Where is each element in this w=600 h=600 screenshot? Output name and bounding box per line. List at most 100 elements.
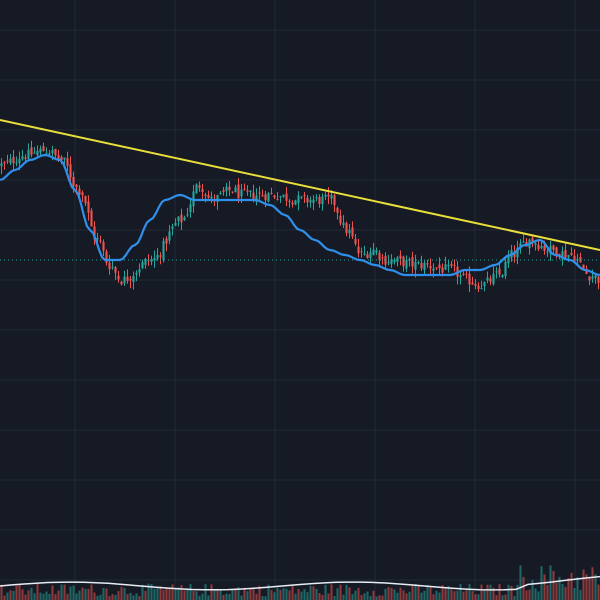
volume-bar xyxy=(132,595,135,600)
candle-body xyxy=(513,252,516,258)
volume-bar xyxy=(306,592,309,600)
volume-bar xyxy=(351,594,354,600)
candle-body xyxy=(294,200,297,205)
candle-body xyxy=(57,155,60,160)
candle-body xyxy=(312,199,315,203)
volume-bar xyxy=(72,585,75,600)
candle-body xyxy=(438,264,441,269)
candle-body xyxy=(12,156,15,164)
volume-bar xyxy=(558,576,561,600)
volume-bar xyxy=(507,584,510,600)
candle-body xyxy=(117,275,120,280)
candle-body xyxy=(177,216,180,222)
volume-bar xyxy=(588,577,591,600)
volume-bar xyxy=(441,585,444,600)
candle-body xyxy=(72,176,75,186)
volume-bar xyxy=(291,584,294,600)
candle-body xyxy=(405,259,408,269)
volume-bar xyxy=(312,586,315,600)
volume-bar xyxy=(372,590,375,600)
candle-body xyxy=(417,262,420,264)
volume-bar xyxy=(534,588,537,600)
volume-bar xyxy=(399,587,402,600)
candle-body xyxy=(162,240,165,260)
volume-bar xyxy=(327,593,330,600)
candle-body xyxy=(54,148,57,156)
candle-body xyxy=(282,194,285,197)
candle-body xyxy=(516,247,519,258)
candle-body xyxy=(219,192,222,194)
candle-body xyxy=(210,196,213,199)
volume-bar xyxy=(0,584,3,600)
volume-bar xyxy=(264,596,267,600)
volume-bar xyxy=(555,582,558,600)
volume-bar xyxy=(315,588,318,600)
candle-body xyxy=(537,244,540,250)
candle-body xyxy=(318,196,321,204)
candle-body xyxy=(594,275,597,279)
volume-bar xyxy=(510,585,513,600)
candle-body xyxy=(324,194,327,197)
candle-body xyxy=(408,259,411,261)
candle-body xyxy=(420,262,423,269)
candle-body xyxy=(114,267,117,273)
volume-bar xyxy=(447,586,450,600)
volume-bar xyxy=(363,593,366,600)
volume-bar xyxy=(294,593,297,600)
volume-bar xyxy=(369,595,372,600)
volume-bar xyxy=(48,593,51,600)
candle-body xyxy=(570,253,573,255)
volume-bar xyxy=(99,594,102,600)
volume-bar xyxy=(531,580,534,600)
candle-body xyxy=(399,255,402,259)
volume-bar xyxy=(528,589,531,600)
candle-body xyxy=(273,195,276,198)
volume-bar xyxy=(180,584,183,600)
volume-bar xyxy=(345,584,348,600)
candle-body xyxy=(270,192,273,195)
candle-body xyxy=(261,195,264,197)
volume-bar xyxy=(213,589,216,600)
volume-bar xyxy=(552,570,555,600)
candle-body xyxy=(9,158,12,164)
volume-bar xyxy=(111,594,114,600)
volume-bar xyxy=(303,589,306,600)
candle-body xyxy=(105,251,108,263)
volume-bar xyxy=(15,585,18,600)
candle-body xyxy=(141,261,144,269)
candle-body xyxy=(549,245,552,254)
volume-bar xyxy=(357,587,360,600)
candle-body xyxy=(201,188,204,193)
candle-body xyxy=(315,197,318,199)
candle-body xyxy=(441,267,444,273)
candle-body xyxy=(291,202,294,205)
candle-body xyxy=(21,156,24,160)
candle-body xyxy=(45,152,48,154)
candle-body xyxy=(552,245,555,250)
candle-body xyxy=(501,274,504,278)
candle-body xyxy=(381,257,384,259)
volume-bar xyxy=(105,588,108,600)
candle-body xyxy=(597,276,600,283)
volume-bar xyxy=(273,592,276,600)
candle-body xyxy=(30,147,33,155)
volume-bar xyxy=(489,584,492,600)
candle-body xyxy=(60,156,63,161)
volume-bar xyxy=(279,589,282,600)
volume-bar xyxy=(33,593,36,600)
candle-body xyxy=(204,194,207,196)
candle-body xyxy=(486,277,489,281)
volume-bar xyxy=(408,591,411,600)
candle-body xyxy=(585,271,588,274)
candle-body xyxy=(387,262,390,264)
candle-body xyxy=(264,194,267,201)
volume-bar xyxy=(435,590,438,600)
candle-body xyxy=(267,193,270,202)
volume-bar xyxy=(6,592,9,600)
volume-bar xyxy=(330,584,333,600)
volume-bar xyxy=(576,577,579,600)
candle-body xyxy=(279,196,282,198)
